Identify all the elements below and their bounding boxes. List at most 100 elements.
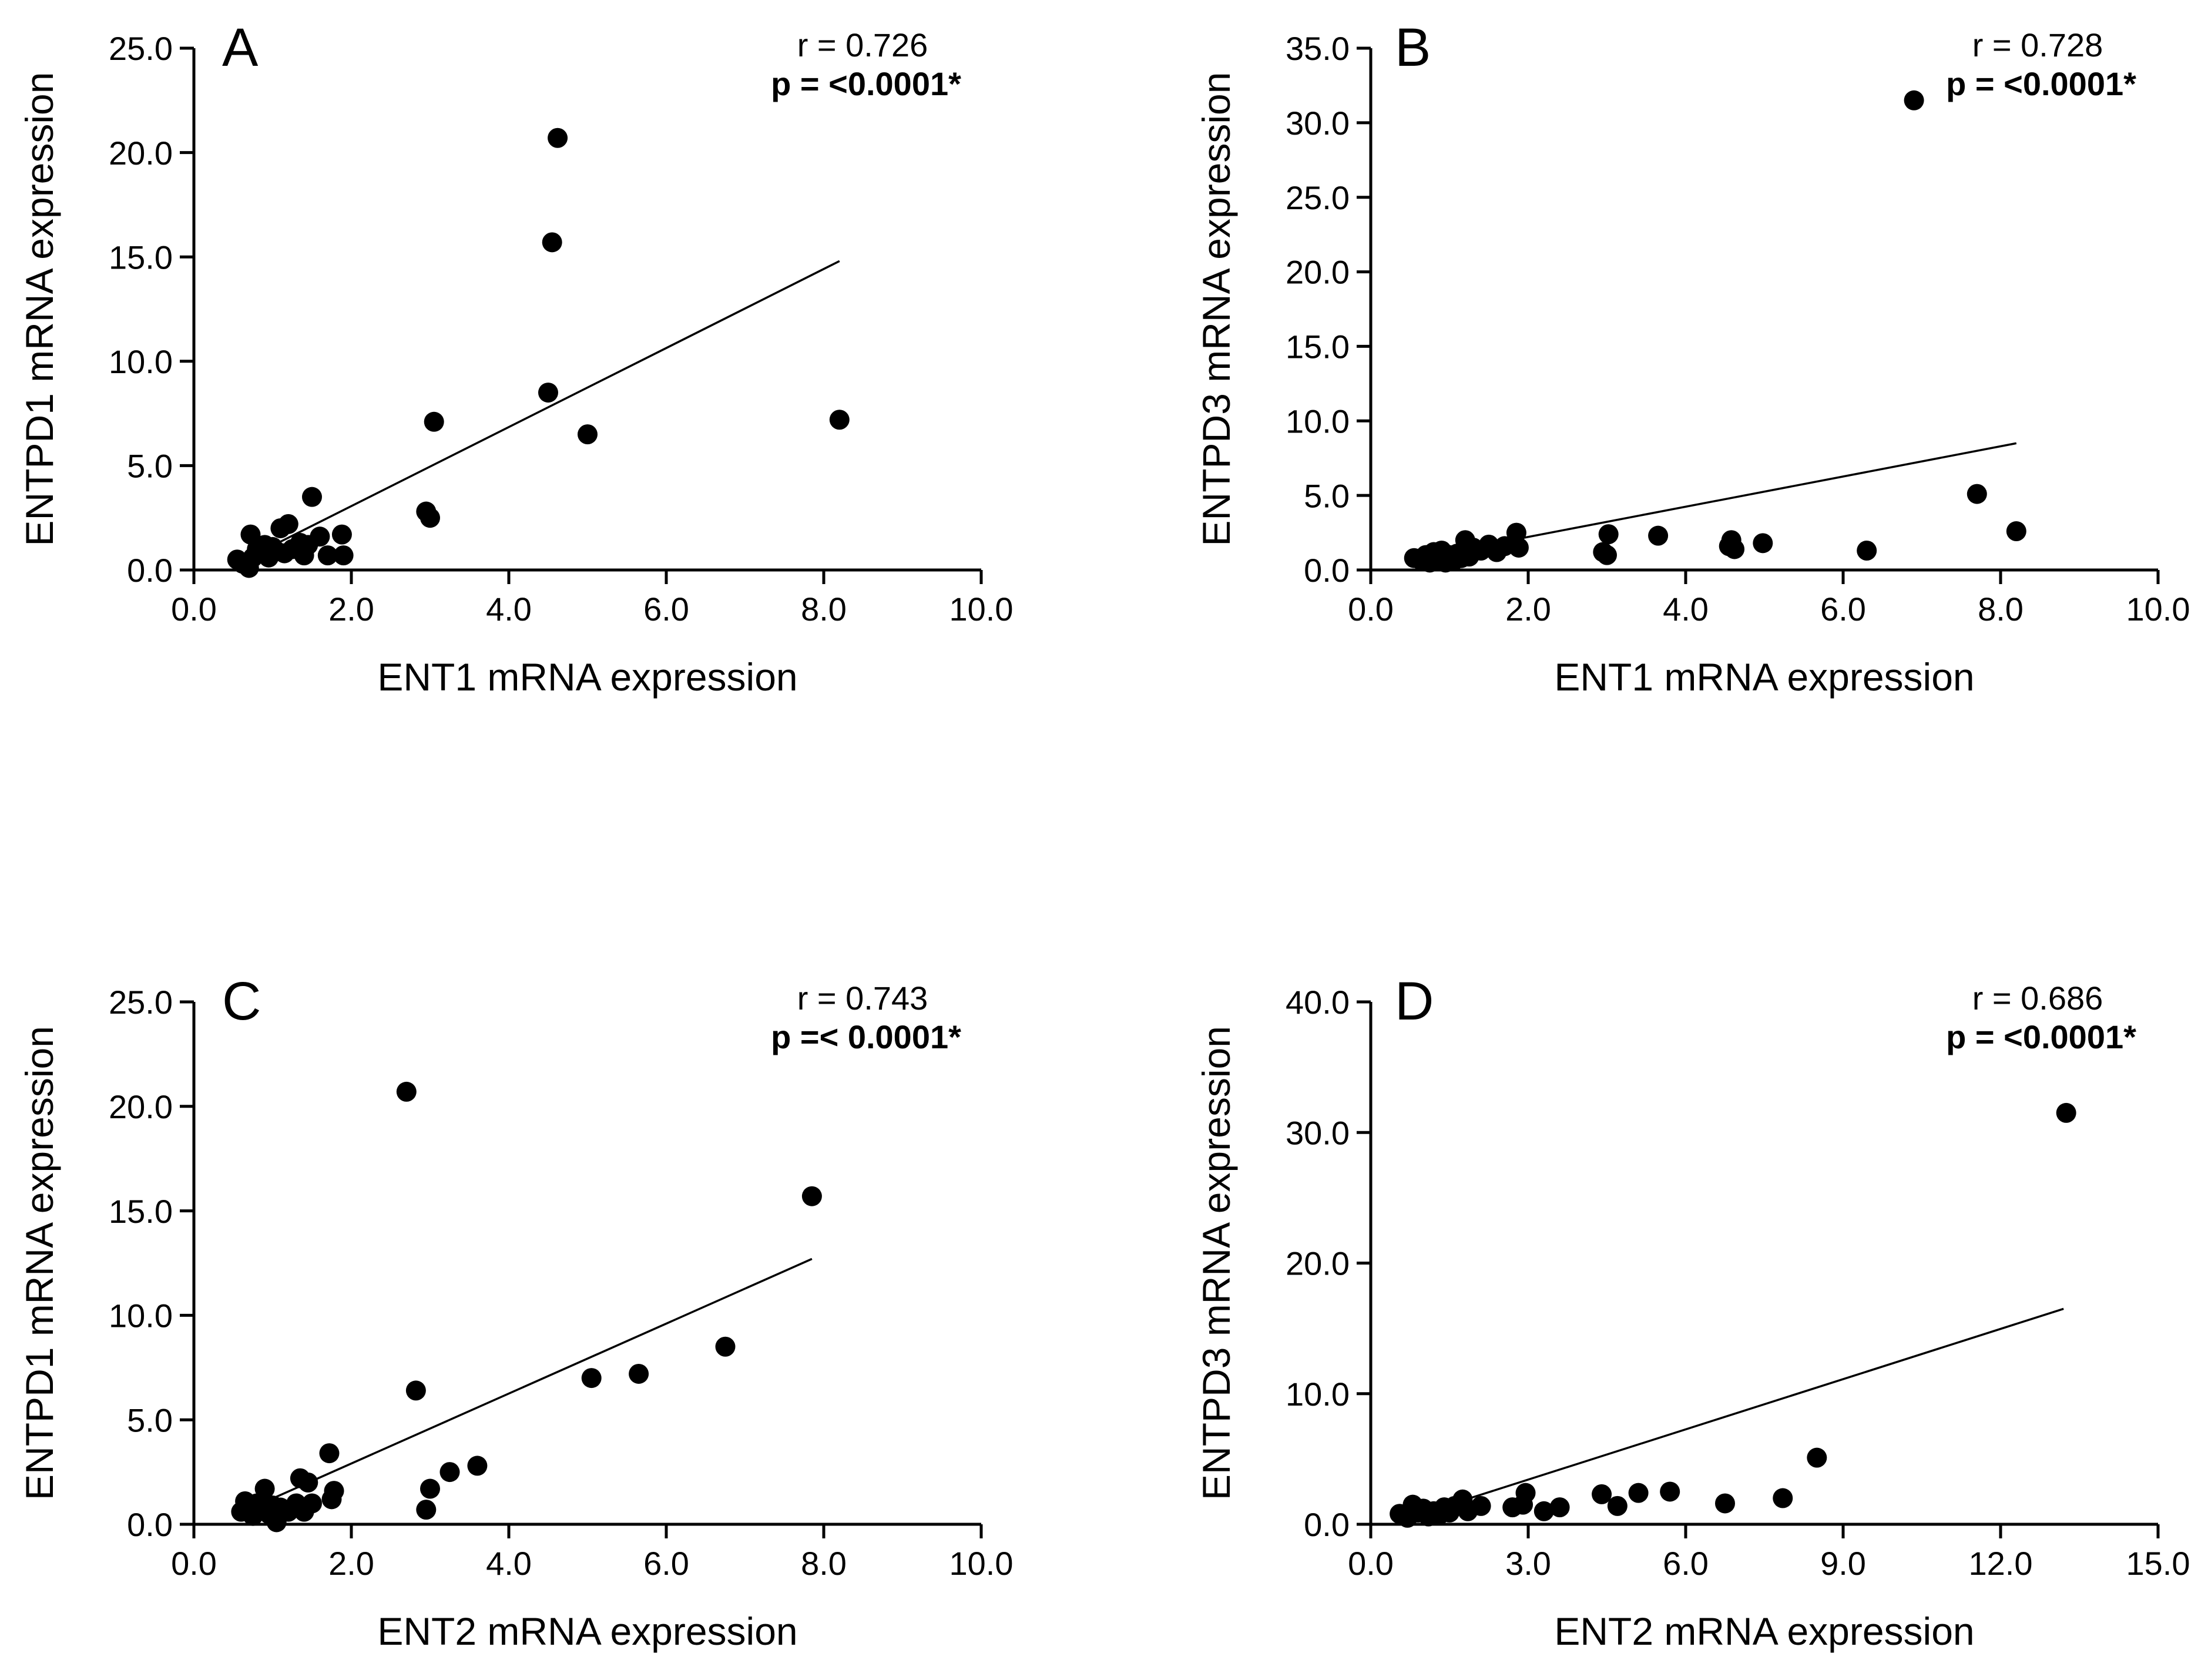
scatter-point xyxy=(1628,1483,1649,1503)
panel-letter: A xyxy=(222,18,259,78)
x-tick-label: 2.0 xyxy=(328,591,374,628)
scatter-point xyxy=(302,1493,322,1514)
scatter-point xyxy=(1533,1501,1554,1521)
scatter-point xyxy=(1607,1495,1628,1516)
x-tick-label: 12.0 xyxy=(1969,1545,2033,1582)
x-tick-label: 6.0 xyxy=(643,591,689,628)
x-tick-label: 4.0 xyxy=(486,591,532,628)
scatter-point xyxy=(333,545,354,566)
scatter-point xyxy=(1660,1481,1680,1502)
scatter-point xyxy=(420,1478,440,1499)
r-value-label: r = 0.728 xyxy=(1972,26,2103,63)
y-axis-title: ENTPD3 mRNA expression xyxy=(1194,1026,1238,1500)
scatter-point xyxy=(439,1462,460,1483)
scatter-point xyxy=(396,1081,417,1102)
x-tick-label: 4.0 xyxy=(1663,591,1709,628)
y-axis-title: ENTPD1 mRNA expression xyxy=(18,72,61,546)
scatter-point xyxy=(1773,1488,1793,1508)
y-tick-label: 30.0 xyxy=(1286,105,1350,142)
y-tick-label: 5.0 xyxy=(127,1401,173,1438)
panel-letter: B xyxy=(1395,18,1431,78)
scatter-point xyxy=(416,1500,437,1520)
panel-letter: D xyxy=(1395,971,1434,1031)
scatter-point xyxy=(715,1336,736,1357)
scatter-point xyxy=(302,487,322,507)
x-tick-label: 4.0 xyxy=(486,1545,532,1582)
y-tick-label: 0.0 xyxy=(1304,1506,1350,1543)
p-value-label: p = <0.0001* xyxy=(771,65,961,102)
x-tick-label: 8.0 xyxy=(801,591,847,628)
y-tick-label: 10.0 xyxy=(1286,403,1350,440)
scatter-point xyxy=(1506,522,1526,543)
scatter-point xyxy=(405,1380,426,1401)
scatter-point xyxy=(542,232,562,253)
scatter-point xyxy=(310,527,330,547)
y-tick-label: 20.0 xyxy=(1286,1245,1350,1282)
scatter-point xyxy=(581,1368,602,1389)
x-tick-label: 8.0 xyxy=(801,1545,847,1582)
x-tick-label: 0.0 xyxy=(1348,591,1394,628)
scatter-point xyxy=(1724,539,1745,559)
y-tick-label: 20.0 xyxy=(1286,254,1350,291)
scatter-point xyxy=(2006,521,2026,542)
x-tick-label: 9.0 xyxy=(1820,1545,1866,1582)
scatter-point xyxy=(548,128,568,148)
y-tick-label: 40.0 xyxy=(1286,984,1350,1021)
scatter-point xyxy=(467,1456,488,1476)
y-tick-label: 10.0 xyxy=(109,1297,173,1334)
scatter-point xyxy=(254,1478,275,1499)
scatter-point xyxy=(1471,1495,1491,1516)
y-tick-label: 10.0 xyxy=(109,343,173,380)
x-tick-label: 2.0 xyxy=(328,1545,374,1582)
y-axis-title: ENTPD3 mRNA expression xyxy=(1194,72,1238,546)
x-tick-label: 10.0 xyxy=(949,1545,1014,1582)
scatter-point xyxy=(1715,1493,1735,1514)
scatter-point xyxy=(1753,533,1773,554)
scatter-point xyxy=(801,1186,822,1206)
y-tick-label: 5.0 xyxy=(127,448,173,485)
scatter-point xyxy=(1598,524,1619,545)
regression-line xyxy=(249,260,840,559)
y-tick-label: 0.0 xyxy=(1304,552,1350,589)
scatter-point xyxy=(1597,545,1617,565)
x-tick-label: 6.0 xyxy=(1663,1545,1709,1582)
y-tick-label: 25.0 xyxy=(109,30,173,67)
scatter-point xyxy=(2056,1102,2076,1123)
y-tick-label: 20.0 xyxy=(109,1088,173,1125)
y-tick-label: 25.0 xyxy=(109,984,173,1021)
p-value-label: p =< 0.0001* xyxy=(771,1018,961,1055)
scatter-point xyxy=(298,1472,318,1493)
panel-c: 0.0 5.0 10.0 15.0 20.0 25.0 0.0 2.0 4.0 6.0 8.0 10.… xyxy=(18,971,1014,1653)
x-tick-label: 10.0 xyxy=(949,591,1014,628)
y-tick-label: 20.0 xyxy=(109,135,173,172)
scatter-point xyxy=(424,411,444,432)
regression-line xyxy=(1412,1307,2064,1518)
y-axis-title: ENTPD1 mRNA expression xyxy=(18,1026,61,1500)
scatter-point xyxy=(1549,1497,1570,1518)
y-tick-label: 5.0 xyxy=(1304,477,1350,514)
x-tick-label: 6.0 xyxy=(643,1545,689,1582)
y-tick-label: 10.0 xyxy=(1286,1376,1350,1413)
scatter-point xyxy=(1508,537,1529,558)
scatter-point xyxy=(578,424,598,445)
y-tick-label: 15.0 xyxy=(1286,328,1350,365)
regression-line xyxy=(256,1258,813,1507)
p-value-label: p = <0.0001* xyxy=(1946,1018,2136,1055)
scatter-point xyxy=(1807,1447,1827,1468)
scatter-point xyxy=(538,383,558,403)
x-axis-title: ENT2 mRNA expression xyxy=(1554,1609,1974,1653)
scatter-point xyxy=(1592,1484,1612,1504)
x-tick-label: 0.0 xyxy=(171,1545,217,1582)
panel-a: 0.0 5.0 10.0 15.0 20.0 25.0 0.0 2.0 4.0 6.0 8.0 10.… xyxy=(18,18,1014,699)
scatter-point xyxy=(629,1363,649,1384)
scatter-point xyxy=(317,545,338,566)
y-tick-label: 25.0 xyxy=(1286,179,1350,216)
scatter-point xyxy=(829,410,850,430)
y-tick-label: 0.0 xyxy=(127,1506,173,1543)
y-tick-label: 35.0 xyxy=(1286,30,1350,67)
scatter-point xyxy=(324,1481,344,1501)
r-value-label: r = 0.726 xyxy=(797,26,928,63)
x-axis-title: ENT1 mRNA expression xyxy=(377,655,797,699)
x-tick-label: 10.0 xyxy=(2126,591,2190,628)
